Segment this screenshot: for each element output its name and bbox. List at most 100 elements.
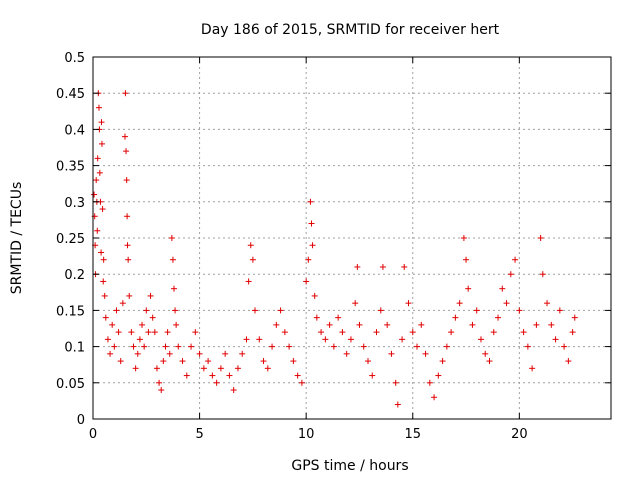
data-point — [143, 307, 150, 314]
y-axis-label: SRMTID / TECUs — [9, 182, 25, 295]
data-point — [463, 256, 470, 263]
data-point — [113, 307, 120, 314]
data-point — [122, 90, 129, 97]
x-tick-label: 10 — [298, 427, 315, 442]
data-point — [473, 307, 480, 314]
data-point — [175, 343, 182, 350]
y-tick-label: 0.1 — [64, 341, 85, 356]
data-point — [269, 343, 276, 350]
data-point — [115, 329, 122, 336]
data-point — [465, 285, 472, 292]
data-point — [264, 365, 271, 372]
data-point — [405, 300, 412, 307]
data-point — [486, 358, 493, 365]
y-tick-label: 0.35 — [56, 160, 85, 175]
data-point — [164, 329, 171, 336]
data-point — [394, 401, 401, 408]
y-tick-label: 0 — [77, 413, 85, 428]
data-point — [401, 263, 408, 270]
data-point — [256, 336, 263, 343]
data-point — [399, 336, 406, 343]
data-point — [128, 329, 135, 336]
data-point — [343, 350, 350, 357]
data-point — [200, 365, 207, 372]
data-point — [124, 213, 131, 220]
data-point — [158, 387, 165, 394]
data-point — [303, 278, 310, 285]
data-point — [524, 343, 531, 350]
data-point — [217, 365, 224, 372]
data-point — [456, 300, 463, 307]
data-point — [431, 394, 438, 401]
data-point — [100, 256, 107, 263]
data-point — [179, 358, 186, 365]
data-point — [347, 336, 354, 343]
data-point — [499, 285, 506, 292]
data-point — [495, 314, 502, 321]
data-point — [121, 133, 128, 140]
data-point — [369, 372, 376, 379]
data-point — [448, 329, 455, 336]
y-tick-label: 0.25 — [56, 232, 85, 247]
data-point — [125, 256, 132, 263]
data-point — [119, 300, 126, 307]
data-point — [249, 256, 256, 263]
data-point — [172, 307, 179, 314]
data-point — [94, 155, 101, 162]
y-tick-label: 0.2 — [64, 268, 85, 283]
data-point — [512, 256, 519, 263]
data-point — [277, 307, 284, 314]
data-point — [569, 329, 576, 336]
data-point — [234, 365, 241, 372]
data-point — [409, 329, 416, 336]
data-point — [273, 321, 280, 328]
data-point — [360, 343, 367, 350]
data-point — [354, 263, 361, 270]
data-point — [95, 104, 102, 111]
grid — [93, 57, 611, 419]
data-point — [96, 169, 103, 176]
data-point — [153, 365, 160, 372]
data-point — [134, 350, 141, 357]
data-point — [222, 350, 229, 357]
x-tick-label: 20 — [511, 427, 528, 442]
data-point — [130, 343, 137, 350]
data-points — [91, 90, 578, 408]
data-point — [156, 379, 163, 386]
data-point — [117, 358, 124, 365]
data-point — [443, 343, 450, 350]
data-point — [98, 140, 105, 147]
data-point — [516, 307, 523, 314]
data-point — [452, 314, 459, 321]
data-point — [313, 314, 320, 321]
data-point — [123, 148, 130, 155]
data-point — [490, 329, 497, 336]
data-point — [141, 343, 148, 350]
data-point — [151, 329, 158, 336]
data-point — [520, 329, 527, 336]
data-point — [192, 329, 199, 336]
y-tick-label: 0.05 — [56, 377, 85, 392]
data-point — [469, 321, 476, 328]
data-point — [305, 256, 312, 263]
data-point — [171, 285, 178, 292]
data-point — [91, 191, 98, 198]
data-point — [507, 271, 514, 278]
data-point — [139, 321, 146, 328]
data-point — [132, 365, 139, 372]
data-point — [565, 358, 572, 365]
data-point — [205, 358, 212, 365]
data-point — [352, 300, 359, 307]
data-point — [260, 358, 267, 365]
data-point — [373, 329, 380, 336]
data-point — [539, 271, 546, 278]
y-tick-label: 0.5 — [64, 51, 85, 66]
data-point — [188, 343, 195, 350]
data-point — [123, 177, 130, 184]
data-point — [482, 350, 489, 357]
data-point — [418, 321, 425, 328]
data-point — [239, 350, 246, 357]
data-point — [309, 242, 316, 249]
data-point — [392, 379, 399, 386]
